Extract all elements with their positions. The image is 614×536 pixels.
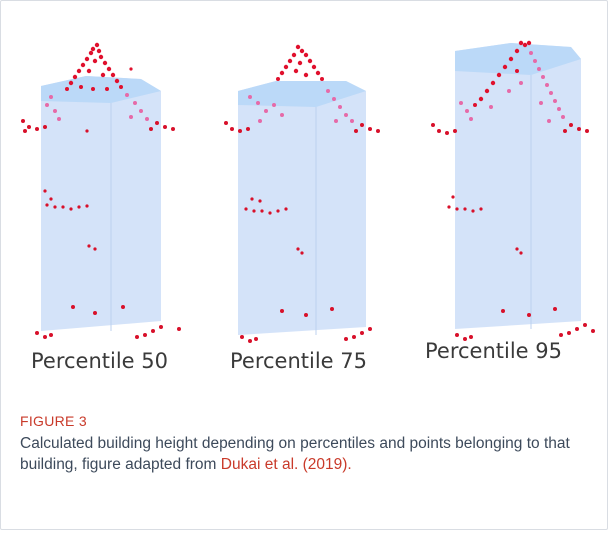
panel-label: Percentile 75 <box>230 349 368 373</box>
building-point-cloud-p75 <box>224 44 380 343</box>
caption-text: Calculated building height depending on … <box>20 435 570 473</box>
citation-link[interactable]: Dukai et al. (2019). <box>220 456 352 473</box>
panel-percentile-50: Percentile 50 <box>11 31 191 373</box>
figure-panels: Percentile 50 <box>11 31 601 373</box>
figure-caption: Calculated building height depending on … <box>20 433 595 475</box>
panel-label: Percentile 50 <box>31 349 169 373</box>
figure-label: FIGURE 3 <box>20 413 87 429</box>
building-point-cloud-p95 <box>431 40 595 341</box>
figure-card: Percentile 50 <box>0 0 608 530</box>
panel-percentile-75: Percentile 75 <box>216 31 396 373</box>
building-point-cloud-p50 <box>21 42 181 339</box>
panel-percentile-95: Percentile 95 <box>421 31 601 363</box>
panel-label: Percentile 95 <box>425 339 563 363</box>
